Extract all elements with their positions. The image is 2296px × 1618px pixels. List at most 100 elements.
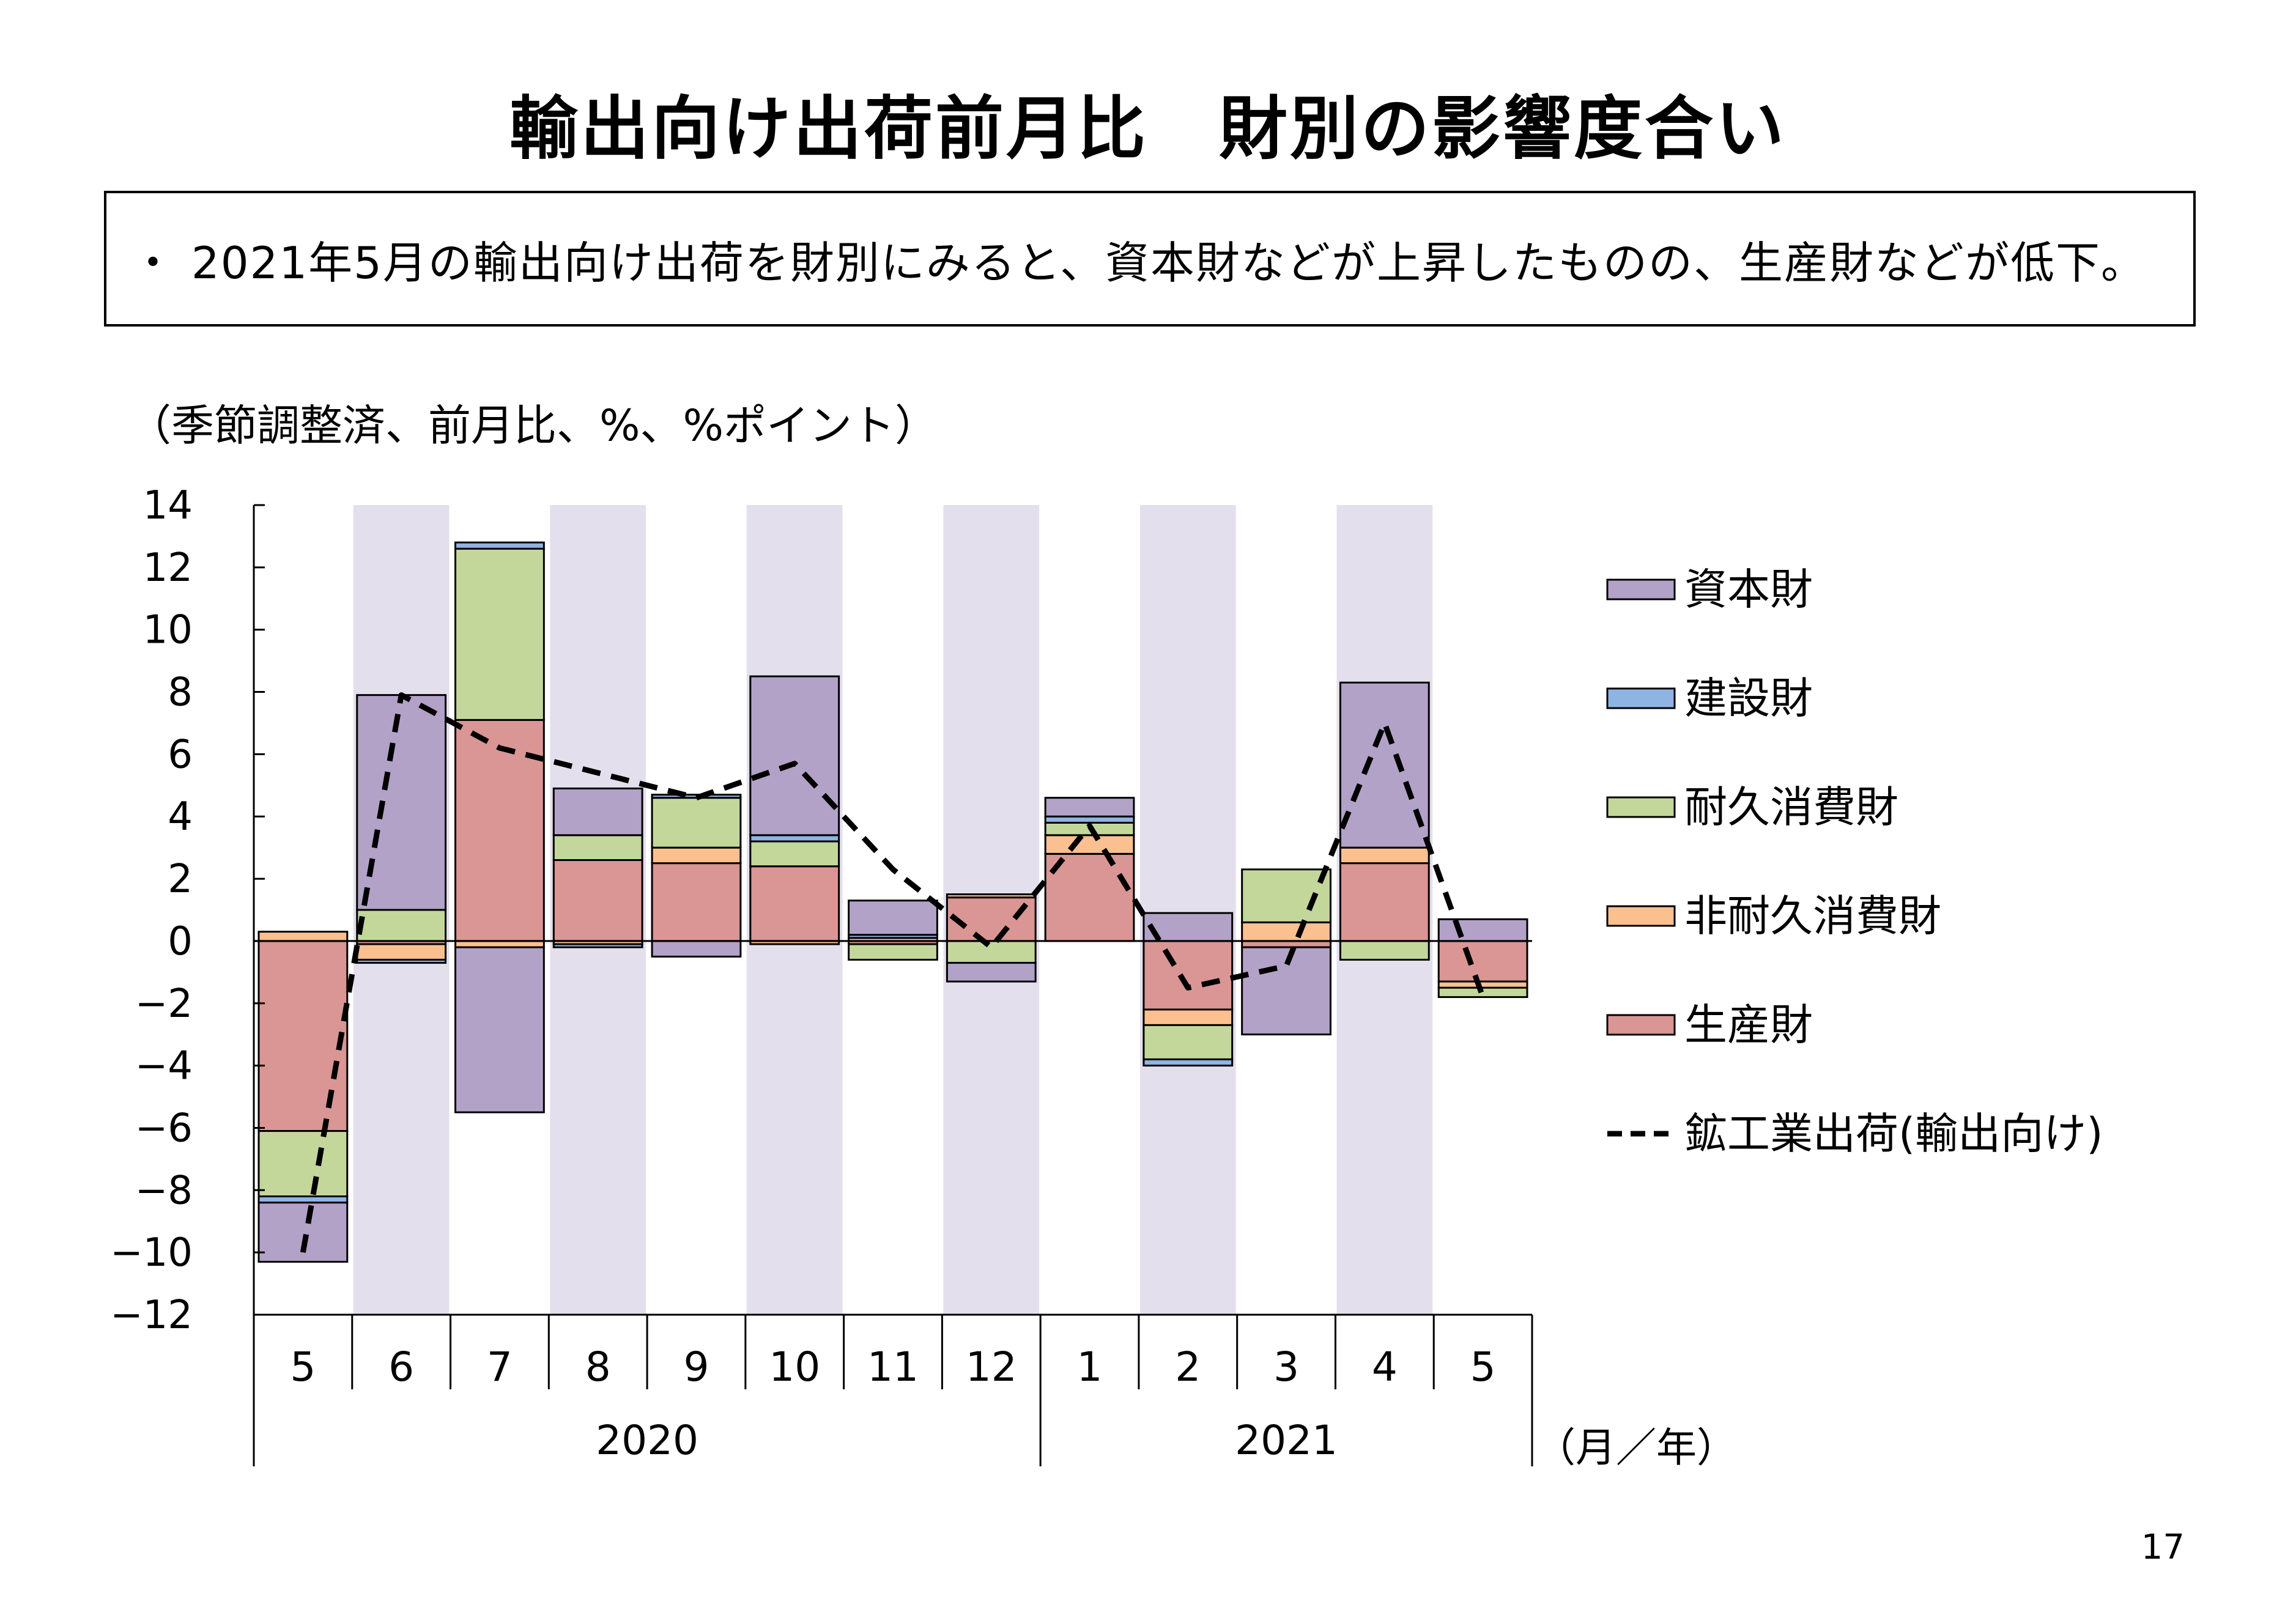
- bar-capital: [1437, 918, 1528, 942]
- bar-nondurable: [257, 931, 349, 942]
- bar-durable: [749, 840, 840, 868]
- bar-durable: [1437, 986, 1528, 999]
- x-tick-label: 12: [966, 1343, 1017, 1391]
- legend-label: 生産財: [1684, 1000, 1813, 1050]
- line-series-export-shipments: [300, 692, 1486, 1253]
- bar-construction: [454, 541, 545, 550]
- bar-durable: [651, 797, 742, 849]
- bar-capital: [1339, 681, 1430, 849]
- y-tick-label: −8: [135, 1168, 193, 1213]
- bar-nondurable: [1241, 921, 1331, 942]
- bar-nondurable: [946, 893, 1037, 899]
- x-tick-label: 8: [585, 1343, 611, 1391]
- year-label: 2020: [596, 1417, 698, 1464]
- bar-durable: [1241, 868, 1331, 923]
- y-tick-label: −10: [110, 1230, 193, 1276]
- bar-durable: [356, 909, 447, 942]
- bar-nondurable: [651, 846, 742, 865]
- y-tick-label: 0: [168, 919, 193, 964]
- bar-capital: [552, 787, 643, 837]
- bar-capital: [651, 940, 742, 958]
- legend-label: 鉱工業出荷(輸出向け): [1684, 1109, 2103, 1159]
- bar-construction: [749, 834, 840, 843]
- x-tick-label: 3: [1273, 1343, 1299, 1391]
- bar-production: [1437, 940, 1528, 983]
- legend-swatch-capital: [1606, 578, 1676, 600]
- x-tick-label: 9: [683, 1343, 709, 1391]
- bar-capital: [1044, 797, 1135, 818]
- bar-nondurable: [1339, 846, 1430, 865]
- bar-durable: [552, 834, 643, 862]
- bar-construction: [356, 958, 447, 964]
- legend-label: 建設財: [1684, 673, 1813, 723]
- legend-swatch-construction: [1606, 687, 1676, 709]
- bar-durable: [1142, 1024, 1234, 1060]
- bar-durable: [454, 547, 545, 721]
- bar-production: [1339, 862, 1430, 942]
- bar-nondurable: [1142, 1008, 1234, 1026]
- summary-box: ・ 2021年5月の輸出向け出荷を財別にみると、資本財などが上昇したものの、生産…: [104, 191, 2196, 327]
- summary-text: ・ 2021年5月の輸出向け出荷を財別にみると、資本財などが上昇したものの、生産…: [131, 237, 2147, 289]
- bar-construction: [552, 943, 643, 948]
- y-tick-label: 2: [168, 857, 193, 902]
- bar-construction: [1142, 1058, 1234, 1067]
- bar-production: [552, 859, 643, 942]
- y-tick-label: 14: [143, 483, 193, 528]
- bar-construction: [257, 1195, 349, 1204]
- bar-capital: [356, 694, 447, 911]
- y-tick-labels: 14 12 10 8 6 4 2 0 −2 −4 −6 −8 −10 −12: [110, 483, 265, 1338]
- unit-note: （季節調整済、前月比、%、%ポイント）: [128, 401, 938, 451]
- bar-nondurable: [1044, 834, 1135, 855]
- bar-construction: [1044, 815, 1135, 824]
- bar-production: [749, 865, 840, 942]
- x-tick-label: 11: [867, 1343, 919, 1391]
- legend-label: 耐久消費財: [1684, 782, 1898, 832]
- page-number: 17: [2141, 1527, 2185, 1567]
- bar-production: [1044, 852, 1135, 942]
- page-title: 輸出向け出荷前月比 財別の影響度合い: [509, 89, 1787, 169]
- y-tick-label: −4: [135, 1044, 193, 1089]
- bar-nondurable: [454, 940, 545, 948]
- x-tick-label: 5: [1470, 1343, 1496, 1391]
- x-tick-label: 6: [388, 1343, 414, 1391]
- bar-capital: [848, 900, 938, 936]
- bar-production: [1142, 940, 1234, 1011]
- y-tick-label: −12: [110, 1293, 193, 1338]
- bar-capital: [946, 962, 1037, 983]
- x-tick-labels: 5 6 7 8 9 10 11 12 1 2 3 4 5: [253, 1315, 1533, 1466]
- bar-production: [651, 862, 742, 942]
- legend-swatch-nondurable: [1606, 905, 1676, 927]
- y-tick-label: 8: [168, 670, 193, 715]
- y-tick-label: 4: [168, 794, 193, 840]
- x-tick-label: 1: [1077, 1343, 1103, 1391]
- bar-capital: [749, 675, 840, 837]
- bar-durable: [1339, 940, 1430, 961]
- shade-band: [1139, 505, 1236, 1315]
- bar-durable: [946, 940, 1037, 964]
- bar-production: [1241, 940, 1331, 948]
- legend-label: 非耐久消費財: [1684, 891, 1941, 941]
- x-tick-label: 7: [487, 1343, 513, 1391]
- x-unit-label: （月／年）: [1535, 1424, 1737, 1471]
- bar-durable: [848, 943, 938, 961]
- x-tick-label: 10: [769, 1343, 820, 1391]
- legend-swatch-production: [1606, 1014, 1676, 1036]
- y-tick-label: 6: [168, 732, 193, 777]
- legend-label: 資本財: [1684, 564, 1813, 615]
- year-label: 2021: [1235, 1417, 1338, 1464]
- bars: [257, 541, 1528, 1263]
- x-tick-label: 5: [290, 1343, 316, 1391]
- year-labels: 2020 2021: [596, 1417, 1338, 1464]
- legend-swatch-durable: [1606, 796, 1676, 818]
- x-tick-label: 2: [1175, 1343, 1201, 1391]
- bar-nondurable: [1437, 980, 1528, 989]
- bar-production: [257, 940, 349, 1132]
- bar-capital: [454, 946, 545, 1114]
- bar-nondurable: [356, 943, 447, 961]
- y-tick-label: −6: [135, 1106, 193, 1151]
- y-tick-label: 12: [143, 545, 193, 591]
- bar-capital: [257, 1202, 349, 1263]
- bar-durable: [257, 1130, 349, 1197]
